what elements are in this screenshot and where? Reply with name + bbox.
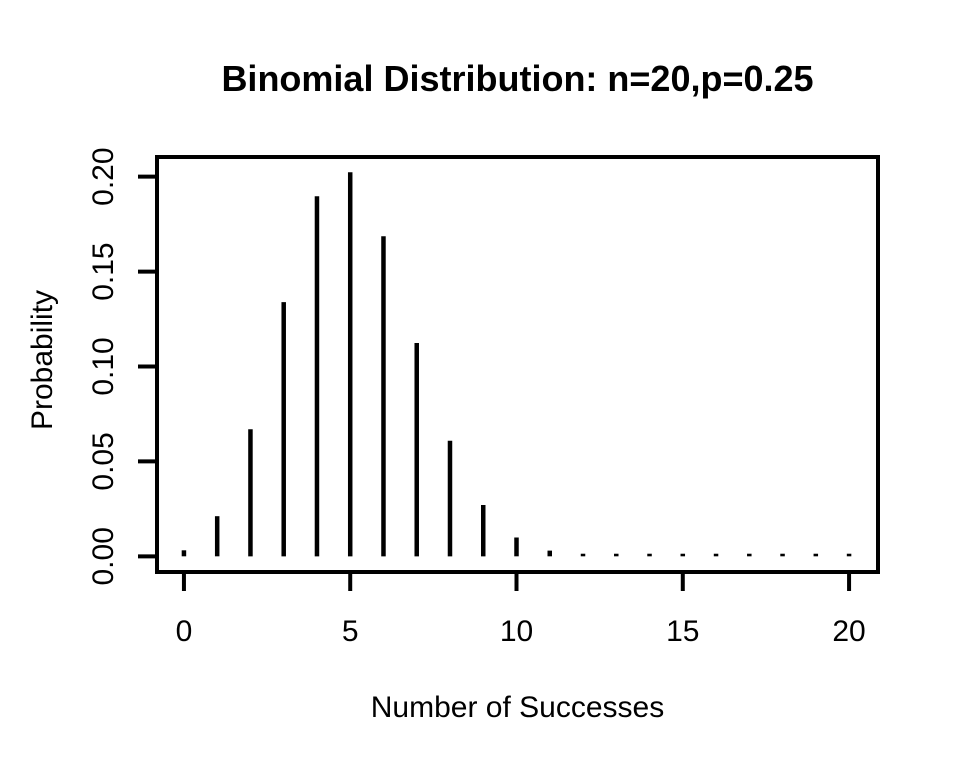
x-axis-tick-label: 5	[342, 615, 359, 648]
y-axis-tick-label: 0.05	[87, 432, 120, 490]
x-axis-tick-label: 15	[666, 615, 699, 648]
y-axis-tick-label: 0.00	[87, 527, 120, 585]
y-axis-tick-label: 0.20	[87, 147, 120, 205]
plot-box	[155, 155, 880, 574]
x-axis-tick-label: 10	[500, 615, 533, 648]
chart-title: Binomial Distribution: n=20,p=0.25	[221, 58, 814, 99]
x-axis-title: Number of Successes	[370, 691, 665, 724]
y-axis-tick-label: 0.10	[87, 337, 120, 395]
x-axis-tick-label: 20	[832, 615, 865, 648]
x-axis-tick-label: 0	[176, 615, 193, 648]
y-axis-tick-label: 0.15	[87, 242, 120, 300]
